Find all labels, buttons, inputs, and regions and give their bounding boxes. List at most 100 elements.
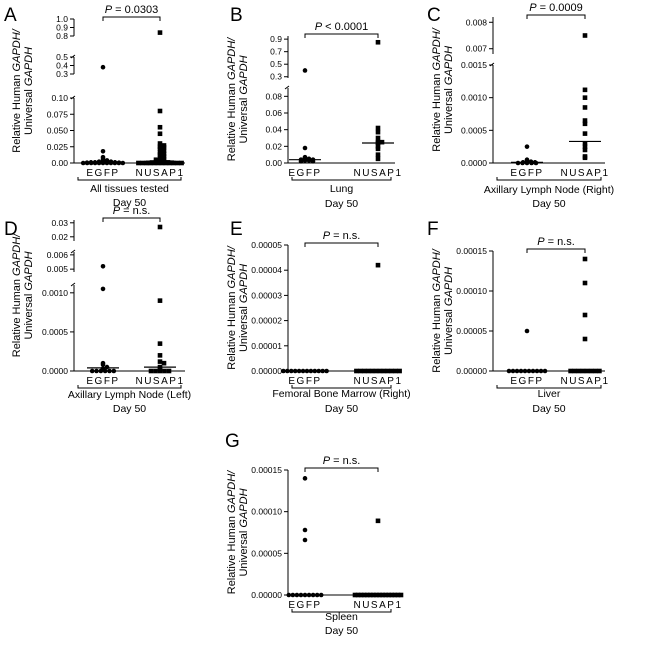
y-label-line: Relative Human [11,276,23,357]
y-tick-label: 0.075 [47,109,69,119]
data-point-nusap1 [582,87,588,93]
x-group-bracket [77,177,182,181]
significance-label: P = n.s. [113,205,151,217]
y-label-gene: GAPDH [23,47,35,86]
x-category-label: EGFP [510,168,543,179]
data-point-nusap1 [582,131,588,136]
data-point-egfp [302,145,308,151]
y-label-line: Universal [443,306,455,355]
data-point-nusap1 [582,141,588,146]
data-point-nusap1 [148,368,154,374]
y-label-slash: / [226,245,238,250]
y-label-gene: GAPDH [226,474,238,513]
y-label-line: Universal [443,85,455,134]
x-category-label: EGFP [86,376,119,387]
data-point-nusap1 [161,360,167,366]
data-point-nusap1 [375,146,381,152]
y-tick-label: 0.0005 [42,327,68,337]
data-point-egfp [100,286,106,292]
y-label-gene: GAPDH [443,267,455,306]
x-category-label: EGFP [510,376,543,387]
y-tick-label: 0.10 [51,93,68,103]
y-axis-label: Relative Human GAPDH/Universal GAPDH [11,233,35,357]
significance-label: P < 0.0001 [315,21,369,33]
y-label-gene: GAPDH [226,41,238,80]
significance-label: P = n.s. [323,230,361,242]
data-point-nusap1 [157,298,163,303]
y-tick-label: 0.00 [265,158,282,168]
y-tick-label: 0.00000 [456,366,487,376]
y-label-gene: GAPDH [238,264,250,303]
x-category-label: NUSAP1 [135,376,184,387]
y-tick-label: 0.8 [56,31,68,41]
significance-value: = n.s. [120,205,150,217]
y-label-slash: / [431,248,443,253]
y-tick-label: 0.9 [270,34,282,44]
data-point-nusap1 [157,124,163,130]
x-category-label: NUSAP1 [560,376,609,387]
x-category-label: NUSAP1 [353,168,402,179]
y-tick-label: 0.0000 [461,158,487,168]
data-point-nusap1 [375,152,381,157]
data-point-egfp [286,592,292,598]
data-point-nusap1 [358,592,364,598]
data-point-egfp [302,158,308,163]
data-point-nusap1 [582,256,588,262]
significance-p: P [105,4,113,16]
data-point-nusap1 [157,152,163,157]
x-category-label: NUSAP1 [353,600,402,611]
data-point-nusap1 [162,368,167,374]
significance-label: P = 0.0009 [529,2,583,14]
y-label-gene: GAPDH [431,252,443,291]
significance-value: = 0.0009 [537,2,583,14]
y-label-gene: GAPDH [431,31,443,70]
x-group-bracket [291,385,392,389]
x-category-label: EGFP [86,168,119,179]
y-label-line: Universal [238,528,250,577]
x-category-label: EGFP [288,168,321,179]
data-point-egfp [302,68,308,73]
data-point-nusap1 [157,131,163,137]
significance-bracket [526,248,586,253]
data-point-nusap1 [379,139,385,145]
y-tick-label: 0.00005 [251,548,282,558]
data-point-nusap1 [171,160,177,166]
data-point-nusap1 [582,280,588,286]
y-label-gene: GAPDH [23,251,35,290]
significance-bracket [304,242,379,247]
y-label-line: Relative Human [431,70,443,151]
data-point-nusap1 [358,368,363,374]
data-point-nusap1 [582,33,588,38]
data-point-nusap1 [161,154,167,159]
data-point-nusap1 [147,160,153,166]
data-point-egfp [102,368,108,374]
x-axis-label: Spleen [325,611,358,623]
y-label-line: Relative Human [11,71,23,152]
y-tick-label: 0.005 [47,264,69,274]
data-point-nusap1 [582,95,588,100]
y-tick-label: 0.02 [51,232,68,242]
panel-e: E 0.00000 0.00001 0.00002 0.00003 0.00004 0.00… [226,219,411,415]
data-point-nusap1 [352,592,358,598]
data-point-nusap1 [136,160,141,166]
y-label-slash: / [226,470,238,475]
data-point-nusap1 [175,160,180,166]
significance-label: P = 0.0303 [105,4,159,16]
data-point-nusap1 [157,341,163,346]
y-tick-label: 0.025 [47,142,69,152]
data-point-nusap1 [375,144,381,149]
significance-value: = n.s. [330,455,360,467]
data-point-nusap1 [375,39,381,45]
data-point-nusap1 [582,105,588,110]
y-tick-label: 0.0005 [461,125,487,135]
panel-letter: C [427,5,441,26]
data-point-nusap1 [582,144,588,149]
significance-bracket [102,217,161,222]
y-label-gene: GAPDH [443,46,455,85]
x-axis-label: Axillary Lymph Node (Left) [68,389,191,401]
y-label-gene: GAPDH [226,249,238,288]
significance-value: = n.s. [330,230,360,242]
data-point-egfp [524,328,530,334]
panel-letter: E [230,219,243,240]
